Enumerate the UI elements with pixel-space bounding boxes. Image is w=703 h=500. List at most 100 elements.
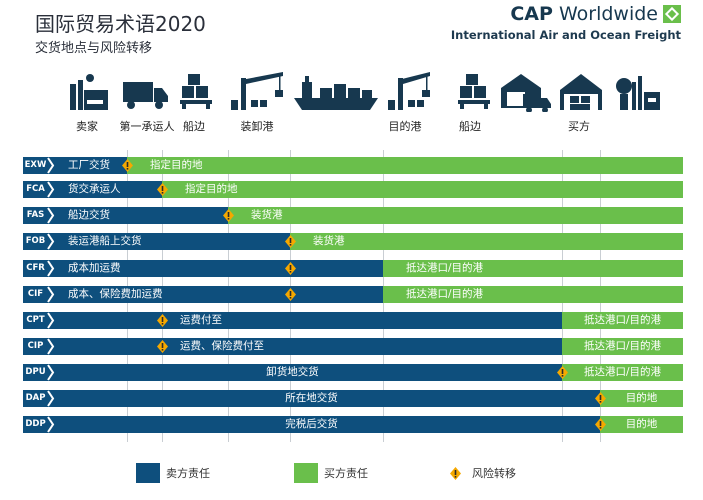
term-code: DAP [23, 390, 48, 407]
seller-label: 完税后交货 [285, 418, 338, 430]
term-code: EXW [23, 157, 48, 174]
risk-transfer-icon [284, 288, 296, 301]
seller-responsibility-bar [23, 416, 600, 433]
seller-responsibility-bar [23, 181, 162, 198]
plant-icon [614, 72, 664, 116]
term-row-dap: DAP 所在地交货 目的地 [23, 390, 683, 407]
seller-responsibility-bar [23, 286, 383, 303]
seller-label: 工厂交货 [68, 159, 110, 171]
buyer-label: 目的地 [625, 392, 658, 404]
buyer-label: 目的地 [625, 418, 658, 430]
risk-transfer-icon [450, 467, 461, 480]
term-row-cpt: CPT 运费付至 抵达港口/目的港 [23, 312, 683, 329]
crane-icon [386, 72, 434, 116]
term-code: DPU [23, 364, 48, 381]
term-code: DDP [23, 416, 48, 433]
chevron-right-icon [47, 416, 55, 433]
buyer-label: 指定目的地 [150, 159, 203, 171]
stage-label: 目的港 [388, 120, 422, 133]
seller-responsibility-bar [23, 233, 290, 250]
legend-risk-label: 风险转移 [472, 467, 516, 480]
factory-icon [68, 72, 110, 116]
stage-label: 卖家 [76, 120, 98, 133]
term-code: CIF [23, 286, 48, 303]
page-subtitle: 交货地点与风险转移 [35, 41, 153, 56]
seller-responsibility-bar [23, 390, 600, 407]
term-row-fob: FOB 装运港船上交货 装货港 [23, 233, 683, 250]
chevron-right-icon [47, 181, 55, 198]
term-code: FCA [23, 181, 48, 198]
risk-transfer-icon [284, 235, 296, 248]
legend-seller-label: 卖方责任 [166, 467, 210, 480]
risk-transfer-icon [121, 159, 133, 172]
term-row-dpu: DPU 卸货地交货 抵达港口/目的港 [23, 364, 683, 381]
chevron-right-icon [47, 157, 55, 174]
seller-label: 运费、保险费付至 [180, 340, 264, 352]
seller-label: 成本加运费 [68, 262, 121, 274]
legend-buyer-swatch [294, 463, 318, 483]
logo-tagline: International Air and Ocean Freight [450, 28, 681, 42]
term-code: FOB [23, 233, 48, 250]
legend-buyer-label: 买方责任 [324, 467, 368, 480]
buyer-label: 装货港 [313, 235, 345, 247]
risk-transfer-icon [594, 392, 606, 405]
seller-responsibility-bar [23, 312, 562, 329]
buyer-responsibility-bar [290, 233, 683, 250]
risk-transfer-icon [222, 209, 234, 222]
term-code: FAS [23, 207, 48, 224]
term-row-fas: FAS 船边交货 装货港 [23, 207, 683, 224]
logo: CAP Worldwide International Air and Ocea… [451, 3, 681, 42]
buyer-label: 抵达港口/目的港 [406, 288, 484, 300]
risk-transfer-icon [284, 262, 296, 275]
buyer-label: 抵达港口/目的港 [583, 314, 662, 326]
term-code: CPT [23, 312, 48, 329]
risk-transfer-icon [594, 418, 606, 431]
term-row-exw: EXW 工厂交货 指定目的地 [23, 157, 683, 174]
pallet-icon [456, 72, 492, 116]
chevron-right-icon [47, 312, 55, 329]
logo-name: CAP Worldwide [451, 3, 681, 25]
buyer-responsibility-bar [228, 207, 683, 224]
buyer-responsibility-bar [600, 416, 683, 433]
buyer-label: 抵达港口/目的港 [583, 340, 662, 352]
term-code: CFR [23, 260, 48, 277]
page-title: 国际贸易术语2020 [35, 12, 206, 36]
term-row-cfr: CFR 成本加运费 抵达港口/目的港 [23, 260, 683, 277]
chevron-right-icon [47, 260, 55, 277]
chevron-right-icon [47, 390, 55, 407]
stage-label: 第一承运人 [119, 120, 175, 133]
stage-label: 买方 [568, 120, 590, 133]
buyer-label: 抵达港口/目的港 [406, 262, 484, 274]
stage-label: 船边 [459, 120, 481, 133]
seller-label: 成本、保险费加运费 [68, 288, 163, 300]
seller-responsibility-bar [23, 207, 228, 224]
seller-label: 货交承运人 [68, 183, 121, 195]
risk-transfer-icon [556, 366, 568, 379]
pallet-icon [178, 72, 214, 116]
truck-icon [121, 72, 169, 116]
buyer-responsibility-bar [562, 312, 683, 329]
warehouse-truck-icon [499, 72, 551, 116]
term-row-fca: FCA 货交承运人 指定目的地 [23, 181, 683, 198]
stage-label: 装卸港 [240, 120, 274, 133]
term-code: CIP [23, 338, 48, 355]
risk-transfer-icon [156, 340, 168, 353]
buyer-responsibility-bar [383, 260, 683, 277]
ship-icon [292, 72, 380, 116]
term-row-ddp: DDP 完税后交货 目的地 [23, 416, 683, 433]
logo-mark-icon [663, 5, 681, 23]
risk-transfer-icon [156, 314, 168, 327]
term-row-cif: CIF 成本、保险费加运费 抵达港口/目的港 [23, 286, 683, 303]
chevron-right-icon [47, 233, 55, 250]
seller-label: 所在地交货 [285, 392, 338, 404]
chevron-right-icon [47, 364, 55, 381]
buyer-responsibility-bar [127, 157, 683, 174]
buyer-label: 指定目的地 [185, 183, 238, 195]
chevron-right-icon [47, 207, 55, 224]
buyer-responsibility-bar [562, 338, 683, 355]
term-row-cip: CIP 运费、保险费付至 抵达港口/目的港 [23, 338, 683, 355]
chevron-right-icon [47, 338, 55, 355]
buyer-label: 装货港 [251, 209, 283, 221]
seller-label: 船边交货 [68, 209, 110, 221]
